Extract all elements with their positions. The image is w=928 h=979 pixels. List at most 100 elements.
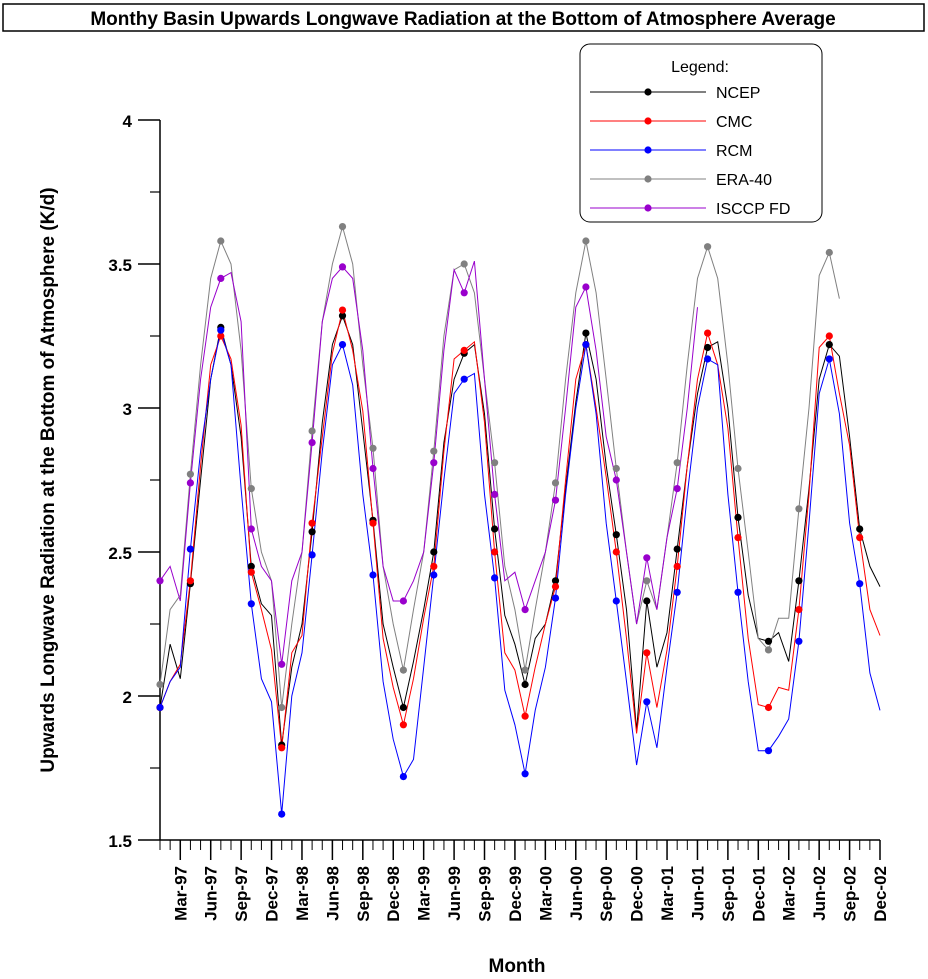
data-point-rcm xyxy=(704,355,712,363)
x-tick-label: Dec-99 xyxy=(506,866,525,922)
data-point-ncep xyxy=(704,343,712,352)
data-point-rcm xyxy=(186,545,194,553)
data-point-rcm xyxy=(582,341,590,349)
x-tick-label: Jun-97 xyxy=(202,866,221,921)
series-line-era-40 xyxy=(159,224,840,708)
y-tick-label: 1.5 xyxy=(108,832,132,851)
data-point-isccp-fd xyxy=(643,554,651,562)
data-point-era-40 xyxy=(156,680,164,689)
data-point-ncep xyxy=(308,528,316,536)
data-point-ncep xyxy=(338,312,347,320)
y-tick-label: 2 xyxy=(123,688,132,707)
x-tick-label: Dec-02 xyxy=(871,866,890,922)
data-point-cmc xyxy=(734,534,742,542)
series-line-ncep xyxy=(159,314,881,746)
data-point-ncep xyxy=(399,703,407,712)
data-point-era-40 xyxy=(278,703,286,712)
data-point-era-40 xyxy=(186,470,194,478)
data-point-isccp-fd xyxy=(582,283,590,291)
x-tick-label: Mar-02 xyxy=(780,866,799,921)
data-point-cmc xyxy=(856,534,864,542)
data-point-rcm xyxy=(551,594,560,602)
data-point-ncep xyxy=(764,637,773,645)
data-point-cmc xyxy=(217,332,225,340)
data-point-cmc xyxy=(491,548,499,556)
x-tick-label: Jun-02 xyxy=(810,866,829,921)
legend-box xyxy=(579,43,823,223)
data-point-ncep xyxy=(521,680,529,689)
data-point-era-40 xyxy=(764,646,773,654)
x-tick-label: Mar-01 xyxy=(658,866,677,921)
legend-label-cmc: CMC xyxy=(716,114,752,131)
y-tick-label: 4 xyxy=(123,112,133,131)
data-point-cmc xyxy=(369,519,377,527)
data-point-isccp-fd xyxy=(217,274,225,282)
data-point-rcm xyxy=(430,571,438,579)
x-tick-label: Jun-01 xyxy=(688,866,707,921)
y-tick-label: 3 xyxy=(123,400,132,419)
data-point-cmc xyxy=(795,606,803,614)
data-point-cmc xyxy=(704,329,712,337)
data-point-era-40 xyxy=(338,223,347,231)
x-tick-label: Sep-97 xyxy=(232,866,251,922)
data-point-isccp-fd xyxy=(308,439,316,447)
x-tick-label: Jun-00 xyxy=(567,866,586,921)
legend: Legend: NCEP CMC RCM ERA-40 ISCCP FD xyxy=(579,43,823,223)
data-point-rcm xyxy=(460,375,468,383)
data-point-cmc xyxy=(521,712,529,720)
legend-marker-cmc xyxy=(644,117,652,125)
x-tick-label: Jun-98 xyxy=(323,866,342,921)
data-point-era-40 xyxy=(430,447,438,455)
x-tick-label: Mar-99 xyxy=(415,866,434,921)
data-point-isccp-fd xyxy=(278,660,286,668)
data-point-isccp-fd xyxy=(612,476,620,484)
x-tick-label: Dec-98 xyxy=(384,866,403,922)
data-point-ncep xyxy=(612,531,620,539)
x-tick-label: Dec-01 xyxy=(749,866,768,922)
x-tick-label: Jun-99 xyxy=(445,866,464,921)
data-point-ncep xyxy=(673,545,681,553)
data-point-rcm xyxy=(612,597,620,605)
data-point-era-40 xyxy=(460,260,468,268)
data-point-era-40 xyxy=(734,464,742,473)
title-box xyxy=(2,3,925,32)
x-tick-label: Sep-00 xyxy=(597,866,616,922)
data-point-ncep xyxy=(247,562,255,571)
data-point-era-40 xyxy=(795,505,803,513)
data-point-ncep xyxy=(825,341,833,349)
data-point-cmc xyxy=(338,306,347,314)
data-point-rcm xyxy=(825,355,833,363)
data-point-era-40 xyxy=(704,243,712,251)
data-point-cmc xyxy=(399,721,407,729)
data-point-rcm xyxy=(217,326,225,334)
data-point-isccp-fd xyxy=(399,597,407,605)
data-point-ncep xyxy=(491,525,499,533)
data-point-rcm xyxy=(764,747,773,755)
legend-label-isccp-fd: ISCCP FD xyxy=(716,201,790,218)
data-point-ncep xyxy=(795,577,803,585)
x-tick-label: Mar-97 xyxy=(171,866,190,921)
data-point-rcm xyxy=(338,341,347,349)
legend-label-ncep: NCEP xyxy=(716,85,760,102)
data-point-rcm xyxy=(856,580,864,588)
data-point-isccp-fd xyxy=(430,459,438,467)
chart-title: Monthy Basin Upwards Longwave Radiation … xyxy=(90,9,835,30)
data-point-cmc xyxy=(430,562,438,571)
data-point-era-40 xyxy=(308,427,316,435)
data-point-ncep xyxy=(582,329,590,337)
data-point-era-40 xyxy=(643,577,651,585)
data-point-rcm xyxy=(521,770,529,778)
x-tick-label: Dec-97 xyxy=(263,866,282,922)
series-line-rcm xyxy=(159,330,881,815)
data-point-cmc xyxy=(825,332,833,340)
legend-label-rcm: RCM xyxy=(716,143,752,160)
x-tick-label: Dec-00 xyxy=(628,866,647,922)
data-point-cmc xyxy=(612,548,620,556)
x-tick-label: Mar-00 xyxy=(536,866,555,921)
series-line-isccp-fd xyxy=(159,260,698,665)
x-tick-label: Sep-98 xyxy=(354,866,373,922)
data-point-era-40 xyxy=(825,248,833,257)
data-point-rcm xyxy=(643,698,651,706)
data-point-isccp-fd xyxy=(338,263,347,271)
